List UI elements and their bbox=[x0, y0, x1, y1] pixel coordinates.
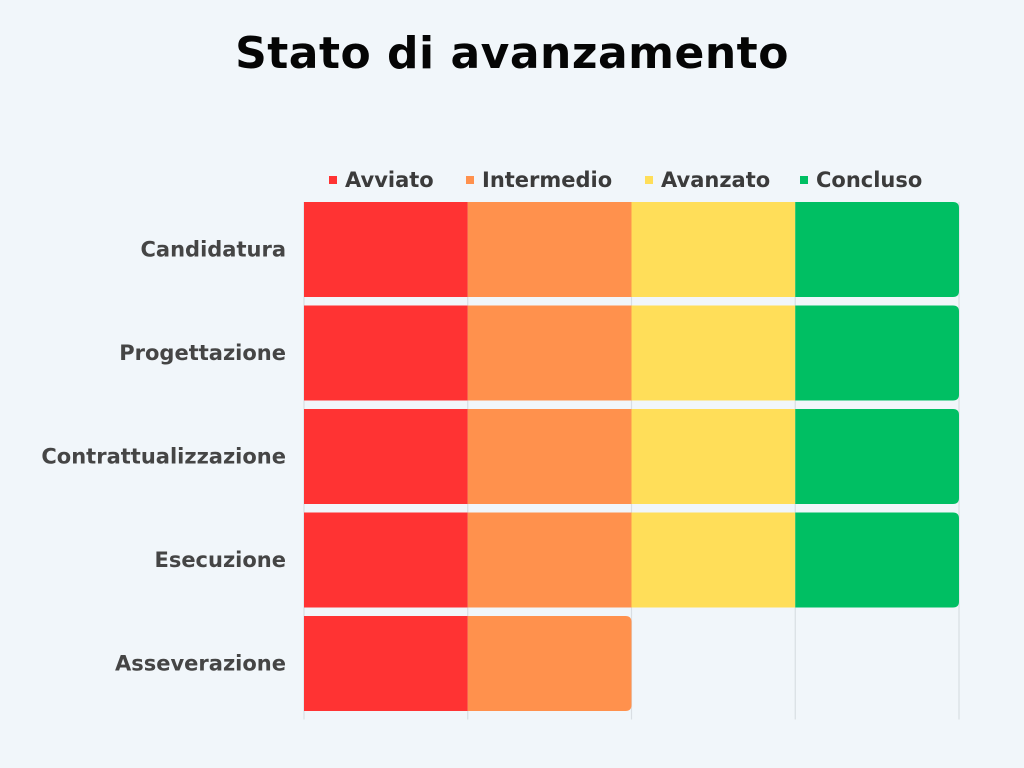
bar-segment bbox=[795, 202, 959, 297]
bar-segment bbox=[304, 512, 468, 608]
legend-swatch bbox=[329, 176, 337, 184]
bar-segment bbox=[631, 409, 796, 504]
legend-label: Intermedio bbox=[482, 168, 612, 192]
category-label: Contrattualizzazione bbox=[41, 445, 286, 469]
bar-segment bbox=[304, 409, 468, 504]
bar-segment bbox=[467, 616, 632, 711]
bar-segment bbox=[631, 512, 796, 608]
category-label: Esecuzione bbox=[154, 548, 286, 572]
bar-segment bbox=[304, 616, 468, 711]
bar-segment bbox=[304, 202, 468, 297]
legend-label: Concluso bbox=[816, 168, 922, 192]
legend-swatch bbox=[466, 176, 474, 184]
chart-title: Stato di avanzamento bbox=[235, 28, 789, 79]
bar-segment bbox=[467, 305, 632, 401]
bar-segment bbox=[467, 409, 632, 504]
category-label: Candidatura bbox=[141, 238, 286, 262]
category-label: Progettazione bbox=[119, 341, 286, 365]
legend-swatch bbox=[800, 176, 808, 184]
bar-segment bbox=[304, 305, 468, 401]
bar-segment bbox=[795, 512, 959, 608]
bar-segment bbox=[795, 409, 959, 504]
bar-segment bbox=[631, 202, 796, 297]
bar-segment bbox=[467, 202, 632, 297]
legend-label: Avanzato bbox=[661, 168, 770, 192]
bar-segment bbox=[467, 512, 632, 608]
legend-swatch bbox=[645, 176, 653, 184]
bar-segment bbox=[795, 305, 959, 401]
bar-segment bbox=[631, 305, 796, 401]
category-label: Asseverazione bbox=[115, 652, 286, 676]
legend-label: Avviato bbox=[345, 168, 434, 192]
